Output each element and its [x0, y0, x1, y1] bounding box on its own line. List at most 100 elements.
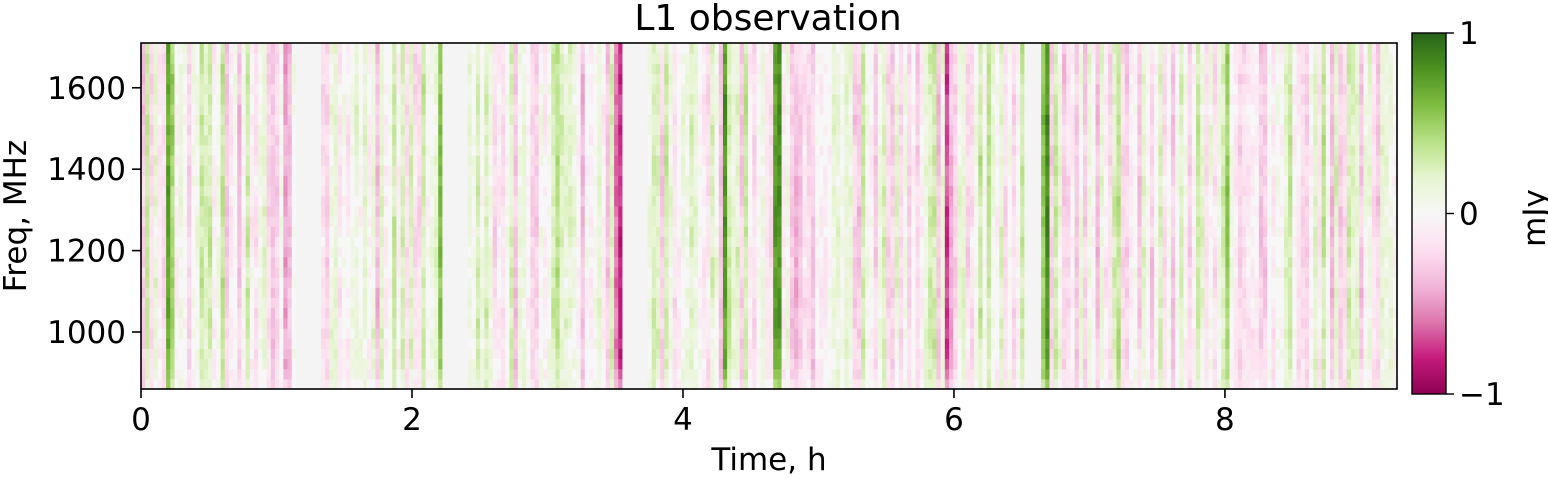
heatmap-cell — [141, 43, 146, 54]
heatmap-cell — [559, 348, 565, 360]
heatmap-cell — [580, 93, 586, 105]
heatmap-cell — [605, 134, 611, 146]
heatmap-cell — [383, 195, 389, 207]
heatmap-cell — [379, 368, 385, 380]
heatmap-cell — [593, 297, 598, 309]
heatmap-cell — [216, 195, 222, 207]
heatmap-cell — [555, 185, 561, 197]
heatmap-cell — [187, 63, 192, 75]
heatmap-cell — [588, 165, 594, 176]
heatmap-cell — [819, 144, 825, 156]
heatmap-cell — [697, 348, 703, 360]
heatmap-cell — [274, 83, 280, 95]
heatmap-cell — [534, 185, 540, 197]
heatmap-cell — [224, 83, 230, 95]
heatmap-cell — [325, 144, 330, 156]
heatmap-cell — [484, 73, 490, 85]
heatmap-cell — [480, 83, 485, 95]
heatmap-cell — [341, 317, 347, 329]
heatmap-cell — [283, 154, 289, 166]
heatmap-cell — [492, 73, 498, 85]
heatmap-cell — [605, 93, 611, 105]
heatmap-cell — [417, 338, 423, 349]
heatmap-cell — [647, 83, 653, 95]
heatmap-cell — [220, 185, 226, 197]
heatmap-cell — [228, 338, 234, 349]
heatmap-cell — [467, 124, 473, 136]
heatmap-cell — [207, 185, 213, 197]
heatmap-cell — [233, 327, 238, 339]
heatmap-cell — [676, 216, 682, 227]
heatmap-cell — [228, 165, 234, 176]
heatmap-cell — [769, 104, 774, 115]
heatmap-cell — [789, 104, 795, 115]
heatmap-cell — [681, 144, 686, 156]
heatmap-cell — [438, 165, 444, 176]
heatmap-cell — [182, 307, 188, 319]
heatmap-cell — [559, 307, 565, 319]
heatmap-cell — [207, 307, 213, 319]
masked-column — [300, 43, 305, 389]
heatmap-cell — [743, 134, 749, 146]
heatmap-cell — [199, 246, 205, 258]
heatmap-cell — [467, 216, 473, 227]
heatmap-cell — [551, 317, 557, 329]
heatmap-cell — [572, 134, 578, 146]
heatmap-cell — [693, 144, 699, 156]
heatmap-cell — [187, 226, 192, 237]
heatmap-cell — [417, 277, 423, 288]
heatmap-cell — [434, 226, 439, 237]
heatmap-cell — [471, 134, 477, 146]
heatmap-cell — [593, 165, 598, 176]
heatmap-cell — [802, 93, 808, 105]
heatmap-cell — [576, 297, 582, 309]
heatmap-cell — [258, 277, 264, 288]
heatmap-cell — [254, 338, 259, 349]
heatmap-cell — [697, 327, 703, 339]
heatmap-cell — [199, 114, 205, 126]
heatmap-cell — [693, 83, 699, 95]
heatmap-cell — [802, 195, 808, 207]
heatmap-cell — [823, 226, 829, 237]
heatmap-cell — [593, 185, 598, 197]
heatmap-cell — [178, 277, 184, 288]
heatmap-cell — [270, 256, 276, 268]
heatmap-cell — [241, 165, 247, 176]
heatmap-cell — [676, 93, 682, 105]
heatmap-cell — [400, 134, 406, 146]
heatmap-cell — [291, 256, 297, 268]
heatmap-cell — [492, 236, 498, 248]
heatmap-cell — [358, 185, 364, 197]
heatmap-cell — [614, 134, 619, 146]
heatmap-cell — [329, 307, 335, 319]
heatmap-cell — [274, 297, 280, 309]
heatmap-cell — [614, 266, 619, 278]
heatmap-cell — [618, 378, 624, 390]
heatmap-cell — [388, 175, 393, 187]
heatmap-cell — [274, 358, 280, 370]
heatmap-cell — [388, 317, 393, 329]
heatmap-cell — [174, 287, 180, 299]
heatmap-cell — [224, 205, 230, 217]
heatmap-cell — [555, 154, 561, 166]
heatmap-cell — [563, 287, 569, 299]
heatmap-cell — [739, 144, 745, 156]
heatmap-cell — [823, 368, 829, 380]
heatmap-cell — [756, 205, 762, 217]
heatmap-cell — [651, 175, 657, 187]
heatmap-cell — [794, 216, 799, 227]
heatmap-cell — [178, 378, 184, 390]
heatmap-cell — [614, 277, 619, 288]
heatmap-cell — [743, 93, 749, 105]
heatmap-cell — [429, 358, 435, 370]
heatmap-cell — [191, 175, 197, 187]
heatmap-cell — [358, 195, 364, 207]
heatmap-cell — [258, 327, 264, 339]
heatmap-cell — [731, 144, 737, 156]
heatmap-cell — [417, 317, 423, 329]
heatmap-cell — [438, 73, 444, 85]
heatmap-cell — [668, 266, 674, 278]
heatmap-cell — [760, 114, 766, 126]
heatmap-cell — [743, 73, 749, 85]
heatmap-cell — [362, 134, 368, 146]
